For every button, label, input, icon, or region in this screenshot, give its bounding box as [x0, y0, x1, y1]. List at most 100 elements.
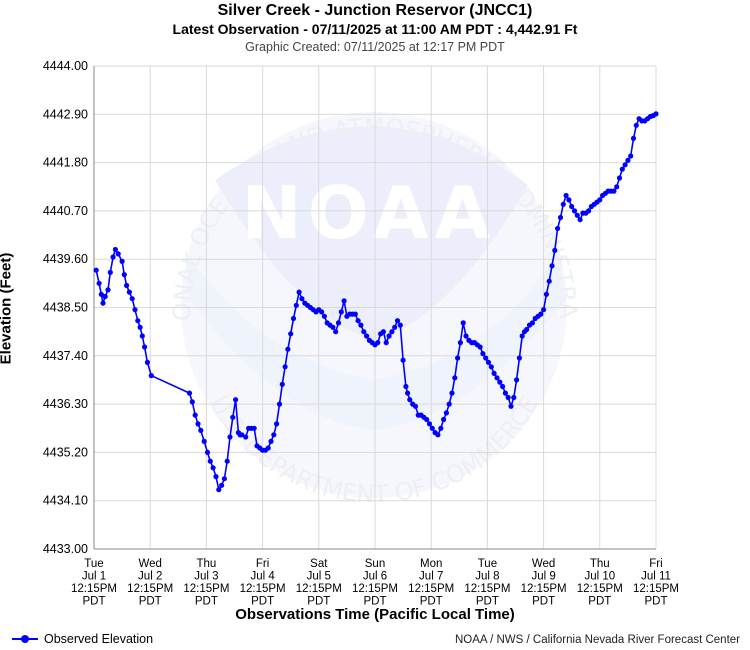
data-point [361, 329, 367, 335]
data-point [210, 465, 216, 471]
data-point [213, 474, 219, 480]
data-point [335, 320, 342, 326]
data-point [463, 333, 469, 339]
y-tick-label: 4438.50 [43, 301, 88, 315]
y-tick-label: 4441.80 [43, 156, 88, 170]
data-point [358, 322, 364, 328]
data-point [557, 214, 564, 221]
data-point [435, 432, 441, 438]
x-tick-label: Thu Jul 3 12:15PM PDT [183, 558, 229, 608]
data-point [195, 421, 201, 427]
y-tick-label: 4435.20 [43, 445, 88, 459]
data-point [630, 135, 637, 141]
data-point [566, 197, 572, 203]
data-point [375, 340, 381, 346]
legend-label: Observed Elevation [44, 632, 154, 646]
data-point [389, 329, 395, 335]
data-point [616, 175, 623, 181]
data-point [129, 296, 135, 302]
data-point [477, 344, 483, 350]
x-tick-label: Wed Jul 9 12:15PM PDT [521, 558, 567, 608]
data-point [571, 208, 578, 214]
data-point [628, 153, 634, 159]
data-point [505, 394, 511, 401]
data-point [483, 355, 489, 361]
data-point [563, 192, 569, 199]
data-point [282, 364, 288, 370]
data-point [121, 272, 127, 278]
data-point [516, 355, 523, 361]
data-point [271, 432, 277, 438]
data-point [508, 403, 514, 409]
data-point [429, 425, 435, 431]
data-point [460, 320, 466, 326]
data-point [380, 329, 386, 335]
data-point [265, 445, 271, 451]
data-point [452, 375, 458, 381]
data-point [139, 333, 145, 339]
data-point [268, 438, 274, 444]
data-point [251, 425, 257, 431]
data-point [614, 184, 620, 190]
data-point [443, 410, 449, 416]
data-point [446, 401, 452, 407]
data-point [119, 258, 125, 264]
data-point [148, 373, 154, 379]
y-tick-label: 4436.30 [43, 397, 88, 411]
data-point [189, 399, 195, 405]
data-point [625, 157, 631, 163]
data-point [115, 251, 121, 257]
data-point [549, 263, 555, 269]
data-point [105, 287, 111, 293]
source-credit: NOAA / NWS / California Nevada River For… [454, 634, 740, 646]
legend-marker-icon [12, 634, 38, 644]
data-point [364, 333, 370, 339]
data-point [441, 416, 447, 423]
data-point [653, 111, 659, 117]
x-axis-title: Observations Time (Pacific Local Time) [235, 606, 515, 623]
data-point [279, 381, 285, 387]
y-tick-label: 4439.60 [43, 252, 88, 266]
data-point [541, 307, 547, 313]
x-tick-label: Tue Jul 1 12:15PM PDT [71, 558, 117, 608]
y-tick-label: 4442.90 [43, 107, 88, 121]
data-point [574, 212, 580, 218]
data-point [555, 225, 561, 232]
y-tick-label: 4444.00 [43, 59, 88, 73]
data-point [426, 421, 433, 427]
data-point [500, 383, 506, 390]
data-point [96, 280, 102, 286]
data-point [560, 201, 566, 207]
x-tick-label: Fri Jul 4 12:15PM PDT [240, 558, 286, 608]
data-point [204, 449, 211, 455]
data-point [296, 289, 302, 295]
x-tick-label: Sun Jul 6 12:15PM PDT [352, 558, 398, 608]
data-point [622, 162, 628, 168]
data-point [524, 326, 530, 333]
data-point [502, 390, 508, 396]
data-point [405, 390, 411, 396]
series-observed-elevation [93, 111, 659, 493]
data-point [293, 302, 299, 308]
data-point [538, 311, 544, 317]
data-point [142, 344, 148, 350]
chart-grid [93, 65, 657, 550]
series-line [95, 113, 657, 492]
data-point [491, 370, 497, 376]
data-point [110, 254, 116, 260]
y-axis-title: Elevation (Feet) [0, 252, 15, 365]
data-point [100, 300, 106, 306]
data-point [412, 403, 419, 409]
data-point [135, 318, 141, 324]
data-point [519, 333, 525, 339]
data-point [227, 434, 233, 440]
x-tick-label: Thu Jul 10 12:15PM PDT [577, 558, 623, 608]
data-point [299, 296, 305, 302]
data-point [126, 289, 132, 295]
data-point [383, 340, 389, 346]
data-point [319, 309, 325, 315]
y-tick-label: 4440.70 [43, 204, 88, 218]
data-point [597, 197, 603, 203]
data-point [224, 458, 230, 464]
